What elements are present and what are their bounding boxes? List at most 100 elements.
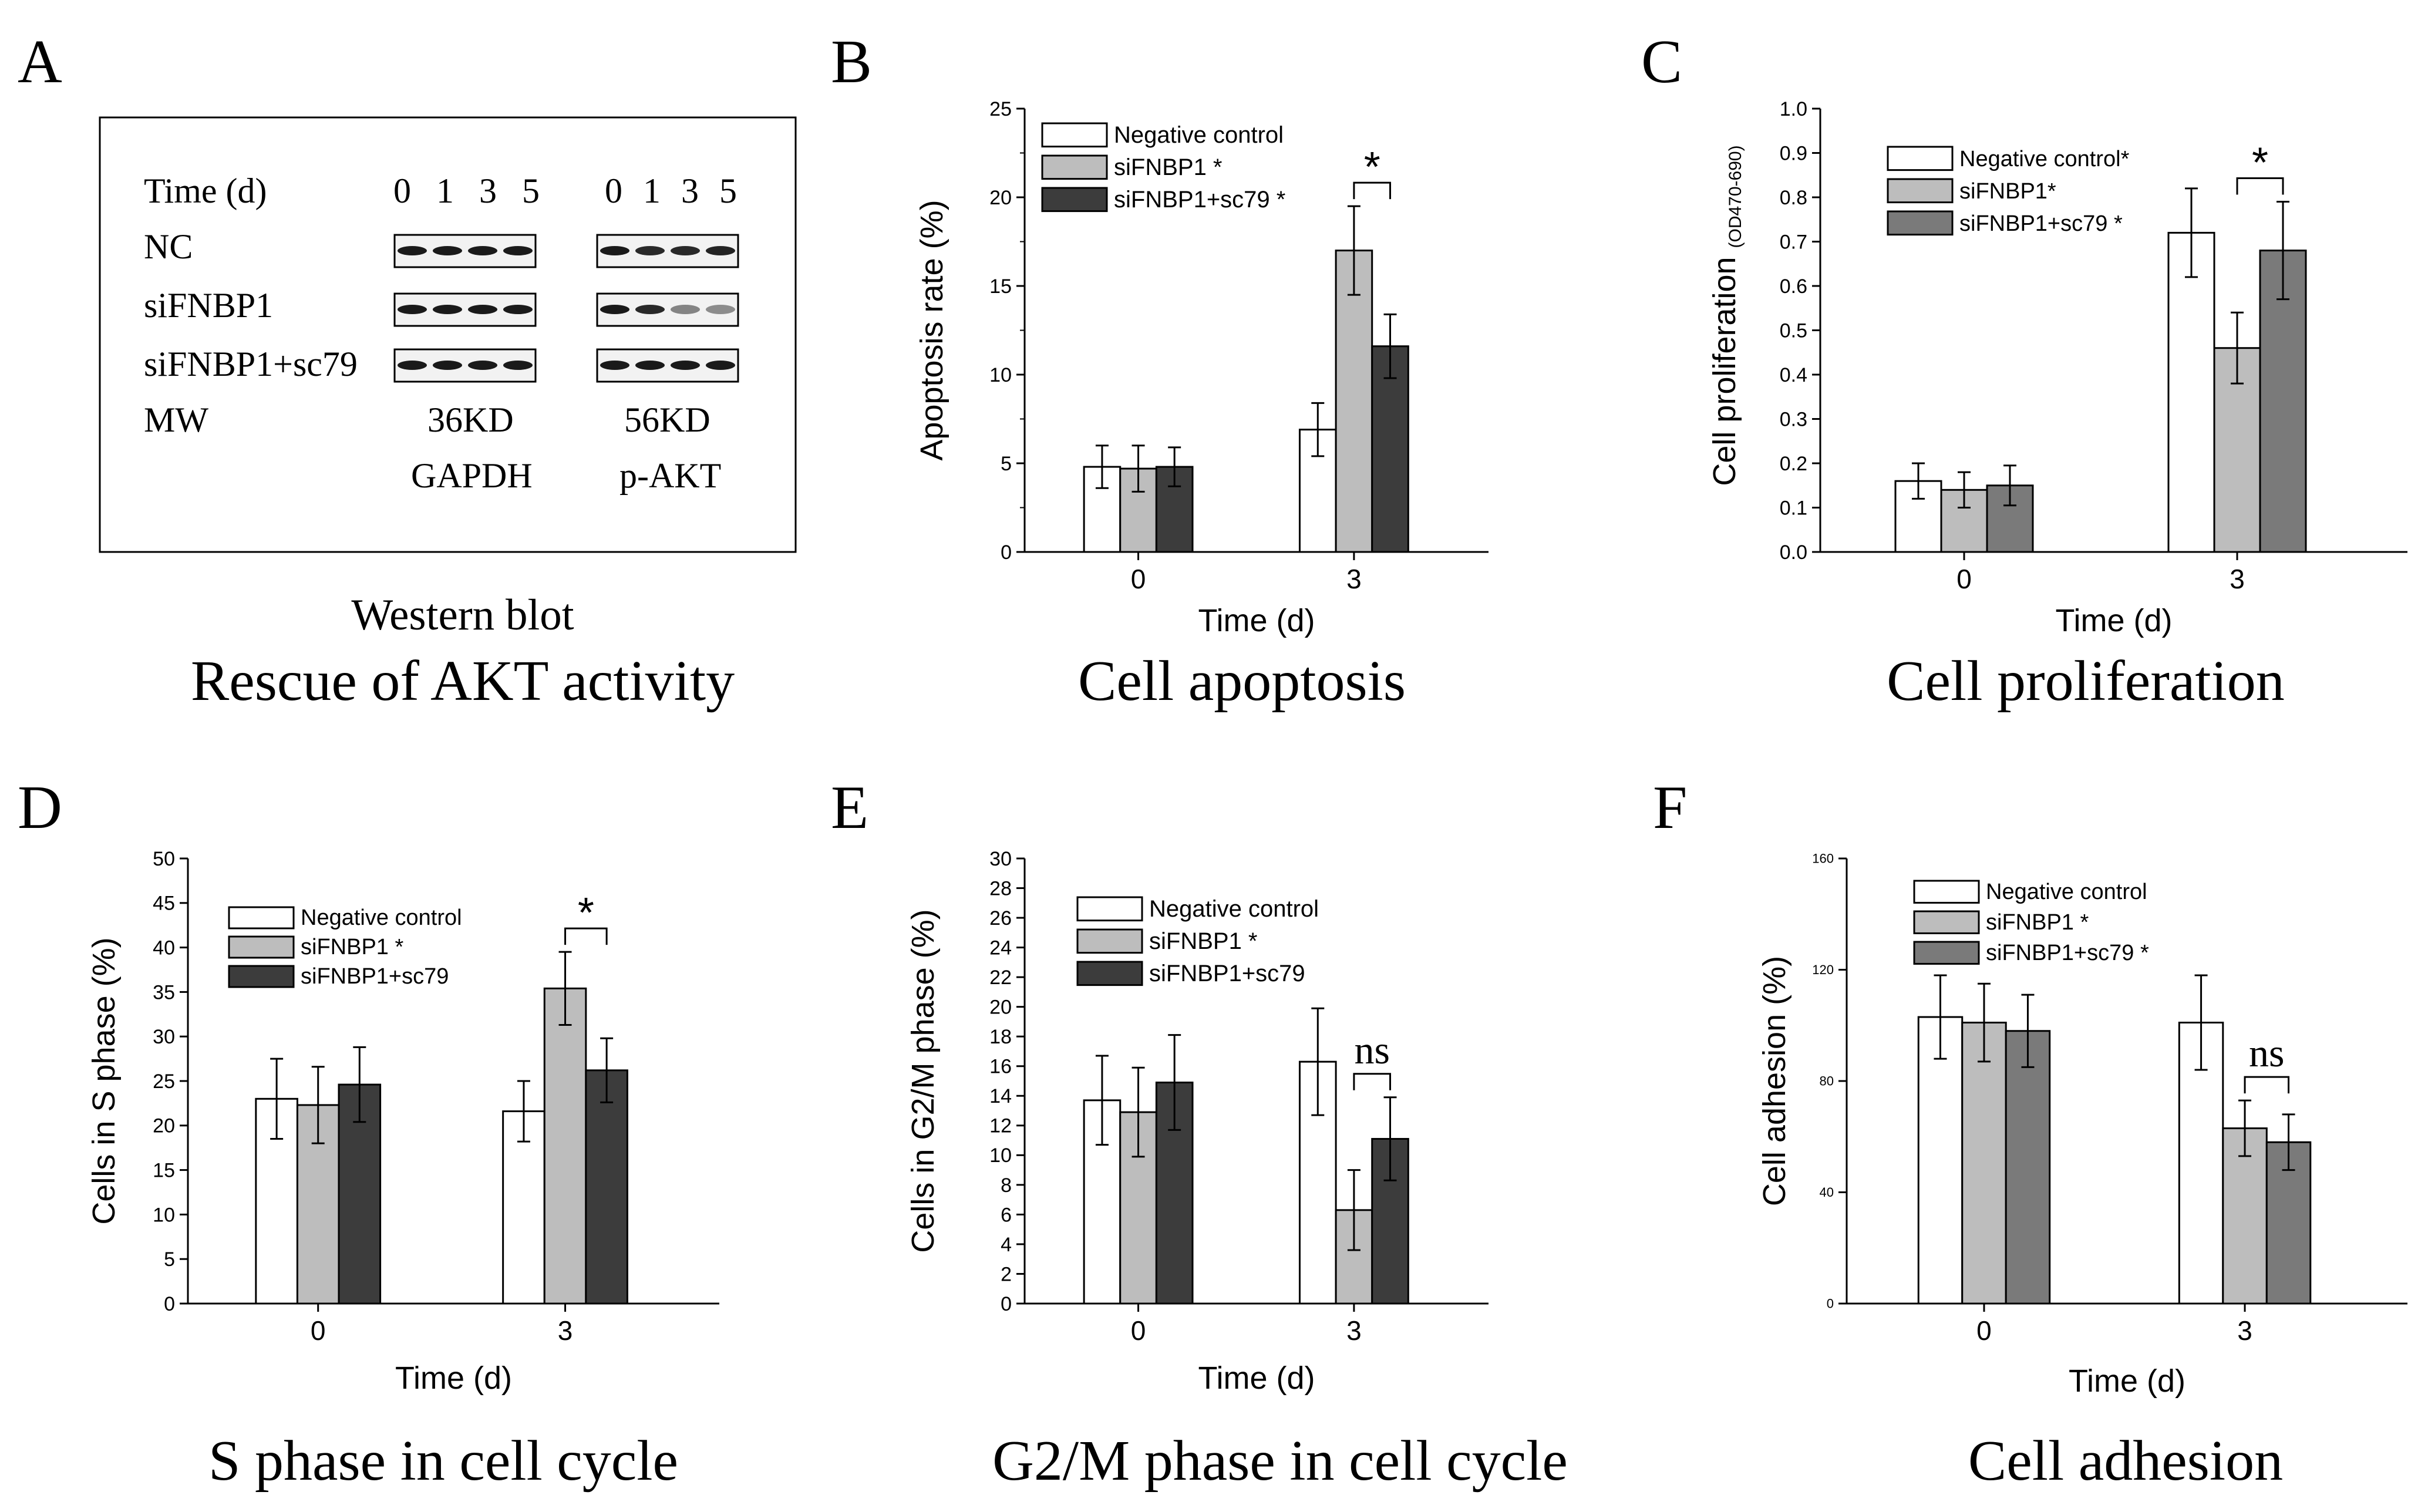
- x-axis-label: Time (d): [2069, 1363, 2185, 1399]
- chart-s-phase: 0 5 10 15 20 25 30 35 40 45 50 0 3 Time (d) Cells in S…: [86, 848, 719, 1396]
- y-tick-label: 80: [1820, 1074, 1834, 1089]
- y-tick-label: 0.1: [1780, 497, 1807, 519]
- legend-label: Negative control: [1986, 880, 2147, 904]
- panel-subtitle-a: Western blot: [351, 591, 574, 639]
- y-tick-label: 12: [989, 1115, 1012, 1137]
- chart-adhesion: 0 40 80 120 160 0 3 Time (d) Cell adhesion (%) ns…: [1757, 851, 2407, 1399]
- legend-label: siFNBP1+sc79 *: [1959, 211, 2123, 236]
- legend-swatch: [1076, 928, 1143, 954]
- x-tick-label: 3: [1346, 1315, 1362, 1346]
- blot-band: [433, 246, 462, 255]
- y-tick-label: 26: [989, 907, 1012, 930]
- legend-swatch: [1041, 187, 1108, 213]
- panel-letter-d: D: [18, 773, 62, 841]
- blot-band: [671, 361, 700, 370]
- x-tick-label: 0: [311, 1315, 326, 1346]
- panel-letter-c: C: [1641, 27, 1682, 96]
- panel-caption-f: Cell adhesion: [1968, 1429, 2283, 1493]
- blot-band: [433, 305, 462, 314]
- bar: [1940, 489, 1988, 553]
- bar: [2167, 231, 2215, 553]
- panel-caption-b: Cell apoptosis: [1078, 649, 1406, 713]
- blot-mw-label: MW: [144, 400, 208, 439]
- x-tick-label: 3: [1346, 564, 1362, 594]
- y-tick-label: 45: [153, 893, 175, 915]
- y-axis-label: Apoptosis rate (%): [914, 200, 949, 460]
- panel-caption-e: G2/M phase in cell cycle: [992, 1429, 1568, 1493]
- y-tick-label: 18: [989, 1026, 1012, 1048]
- legend-swatch: [228, 965, 295, 988]
- legend-label: siFNBP1+sc79: [1149, 961, 1305, 986]
- y-tick-label: 0.5: [1780, 319, 1807, 342]
- legend-swatch: [1076, 896, 1143, 922]
- blot-band: [398, 361, 427, 370]
- significance-bracket: [1353, 181, 1392, 200]
- blot-akt-lanes: 0 1 3 5: [605, 171, 743, 210]
- legend-swatch: [1887, 146, 1954, 171]
- y-axis-label: Cell proliferation: [1707, 257, 1742, 486]
- y-tick-label: 0.2: [1780, 453, 1807, 475]
- bar: [1961, 1022, 2007, 1305]
- legend-swatch: [1887, 178, 1954, 204]
- blot-gapdh-lanes: 0 1 3 5: [393, 171, 548, 210]
- blot-band: [600, 246, 629, 255]
- blot-band: [600, 305, 629, 314]
- legend-label: Negative control: [1149, 896, 1319, 922]
- legend-label: Negative control*: [1959, 147, 2130, 171]
- y-tick-label: 4: [1001, 1234, 1012, 1256]
- y-tick-label: 40: [153, 937, 175, 959]
- blot-band: [635, 361, 665, 370]
- blot-band: [671, 305, 700, 314]
- blot-band: [503, 305, 533, 314]
- blot-time-label: Time (d): [144, 171, 267, 210]
- significance-label: ns: [1354, 1028, 1389, 1072]
- blot-row-label-sifnbp1-sc79: siFNBP1+sc79: [144, 345, 358, 383]
- blot-gapdh-name: GAPDH: [411, 456, 533, 495]
- blot-band: [706, 361, 735, 370]
- y-tick-label: 0.0: [1780, 541, 1807, 564]
- significance-bracket: [2244, 1076, 2290, 1094]
- legend-label: Negative control: [301, 905, 462, 930]
- blot-band: [503, 246, 533, 255]
- y-tick-label: 16: [989, 1056, 1012, 1078]
- y-axis-label-subscript: (OD470-690): [1726, 145, 1745, 248]
- y-tick-label: 8: [1001, 1174, 1012, 1197]
- y-tick-label: 5: [164, 1248, 175, 1271]
- blot-akt-mw: 56KD: [624, 400, 710, 439]
- blot-akt-name: p-AKT: [619, 456, 721, 495]
- blot-frame: [99, 116, 797, 553]
- y-axis-label: Cells in S phase (%): [86, 937, 122, 1224]
- bar: [585, 1069, 628, 1305]
- blot-band: [398, 246, 427, 255]
- y-tick-label: 14: [989, 1085, 1012, 1107]
- y-tick-label: 5: [1001, 453, 1012, 475]
- y-tick-label: 10: [153, 1204, 175, 1226]
- x-tick-label: 3: [2230, 564, 2245, 594]
- significance-label: *: [2252, 140, 2268, 187]
- legend-label: siFNBP1+sc79 *: [1986, 941, 2149, 965]
- y-tick-label: 10: [989, 1144, 1012, 1167]
- blot-band: [706, 246, 735, 255]
- panel-letter-e: E: [831, 773, 868, 841]
- y-tick-label: 50: [153, 848, 175, 870]
- y-tick-label: 22: [989, 967, 1012, 989]
- y-tick-label: 28: [989, 877, 1012, 900]
- panel-letter-f: F: [1653, 773, 1687, 841]
- y-tick-label: 0.7: [1780, 231, 1807, 253]
- y-tick-label: 30: [989, 848, 1012, 870]
- blot-row-label-sifnbp1: siFNBP1: [144, 286, 273, 325]
- y-tick-label: 15: [989, 275, 1012, 298]
- y-tick-label: 0.6: [1780, 275, 1807, 298]
- y-tick-label: 6: [1001, 1204, 1012, 1226]
- bar: [543, 987, 587, 1305]
- panel-a: A Time (d) 0 1 3 5 0 1 3 5 NC siFNBP1 si…: [18, 27, 797, 713]
- significance-bracket: [2236, 177, 2284, 195]
- y-tick-label: 0: [1001, 541, 1012, 564]
- legend-label: siFNBP1 *: [1149, 928, 1258, 954]
- y-tick-label: 30: [153, 1026, 175, 1048]
- significance-label: *: [1364, 144, 1380, 191]
- chart-proliferation: 0.0 0.1 0.2 0.3 0.4 0.5 0.6 0.7 0.8 0.9 1.0 0 3 Time …: [1707, 98, 2407, 638]
- legend-label: siFNBP1 *: [1114, 154, 1223, 180]
- blot-band: [398, 305, 427, 314]
